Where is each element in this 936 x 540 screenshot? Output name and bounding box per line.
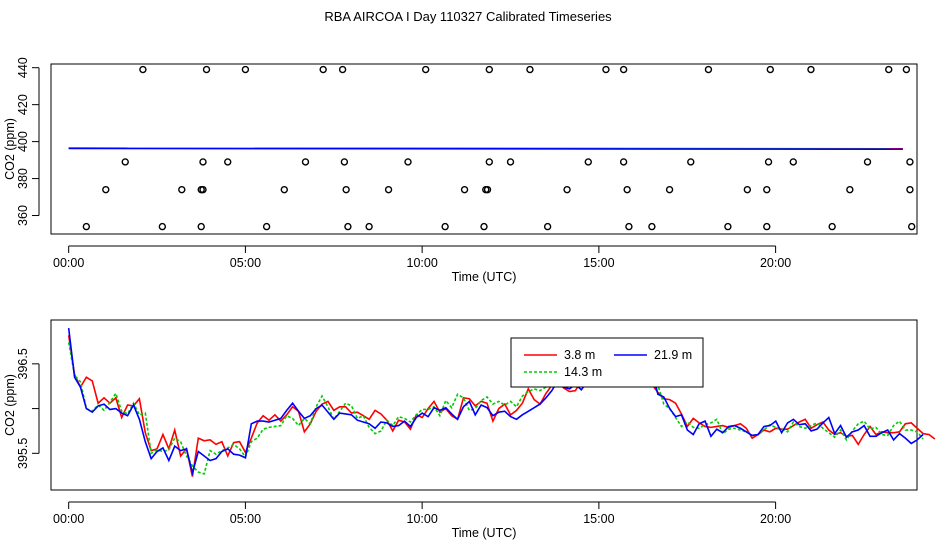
y-tick-label: 396.5 — [16, 348, 30, 379]
scatter-point — [763, 222, 771, 231]
y-axis-label: CO2 (ppm) — [3, 118, 17, 180]
x-tick-label: 05:00 — [230, 512, 261, 526]
legend-label: 21.9 m — [654, 348, 692, 362]
scatter-point — [178, 185, 186, 194]
legend: 3.8 m 14.3 m 21.9 m — [510, 337, 704, 388]
y-tick-label: 420 — [16, 94, 30, 115]
scatter-point — [483, 185, 492, 194]
scatter-point — [480, 222, 488, 231]
scatter-point — [506, 158, 515, 166]
plot-frame — [50, 63, 918, 235]
scatter-point — [764, 158, 773, 166]
series-line-21-9-m — [67, 327, 924, 477]
y-tick-label: 395.5 — [16, 438, 30, 469]
scatter-point — [846, 185, 854, 194]
x-axis-label: Time (UTC) — [452, 526, 517, 540]
x-tick-label: 10:00 — [407, 512, 438, 526]
x-tick-label: 00:00 — [53, 256, 84, 270]
scatter-point — [158, 222, 167, 231]
x-tick-label: 05:00 — [230, 256, 261, 270]
x-tick-label: 10:00 — [407, 256, 438, 270]
x-tick-label: 15:00 — [583, 512, 614, 526]
scatter-point — [763, 185, 771, 194]
scatter-point — [197, 222, 205, 231]
scatter-point — [139, 65, 147, 74]
scatter-point — [766, 65, 775, 74]
scatter-point — [704, 65, 713, 74]
scatter-point — [619, 158, 628, 166]
x-tick-label: 00:00 — [53, 512, 84, 526]
legend-box — [510, 337, 704, 388]
scatter-point — [863, 158, 872, 166]
x-tick-label: 20:00 — [760, 256, 791, 270]
scatter-point — [319, 65, 327, 74]
scatter-point — [623, 185, 631, 194]
y-tick-label: 360 — [16, 205, 30, 226]
y-tick-label: 440 — [16, 57, 30, 78]
scatter-point — [102, 185, 110, 194]
scatter-point — [485, 65, 494, 74]
x-tick-label: 15:00 — [583, 256, 614, 270]
legend-label: 14.3 m — [564, 365, 602, 379]
scatter-point — [543, 222, 552, 231]
scatter-point — [665, 185, 674, 194]
scatter-point — [625, 222, 633, 231]
scatter-point — [602, 65, 610, 74]
scatter-point — [342, 185, 350, 194]
scatter-point — [421, 65, 430, 74]
scatter-point — [828, 222, 836, 231]
scatter-point — [485, 158, 494, 166]
scatter-point — [743, 185, 752, 194]
scatter-point — [807, 65, 815, 74]
chart-title: RBA AIRCOA I Day 110327 Calibrated Times… — [324, 9, 612, 24]
x-axis-label: Time (UTC) — [452, 270, 517, 284]
scatter-point — [199, 185, 207, 194]
scatter-point — [241, 65, 250, 74]
scatter-point — [82, 222, 91, 231]
scatter-point — [199, 158, 207, 166]
co2-line-panel: 00:00 05:00 10:00 15:00 20:00 Time (UTC) 395.5… — [3, 319, 936, 540]
scatter-point — [619, 65, 628, 74]
co2-scatter-panel: 00:00 05:00 10:00 15:00 20:00 Time (UTC) 360 38… — [3, 57, 918, 284]
scatter-point — [885, 65, 893, 74]
scatter-point — [526, 65, 534, 74]
scatter-point — [789, 158, 797, 166]
series-line — [68, 147, 903, 150]
scatter-point — [404, 158, 412, 166]
scatter-point — [907, 222, 916, 231]
scatter-point — [724, 222, 732, 231]
x-tick-label: 20:00 — [760, 512, 791, 526]
scatter-point — [906, 158, 914, 166]
y-tick-label: 380 — [16, 168, 30, 189]
legend-label: 3.8 m — [564, 348, 595, 362]
scatter-point — [584, 158, 592, 166]
scatter-point — [563, 185, 571, 194]
scatter-point — [121, 158, 129, 166]
scatter-point — [224, 158, 232, 166]
series-line-14-3-m — [67, 342, 924, 475]
scatter-point — [441, 222, 449, 231]
scatter-point — [344, 222, 352, 231]
scatter-point — [384, 185, 393, 194]
scatter-point — [280, 185, 288, 194]
scatter-point — [906, 185, 914, 194]
scatter-point — [365, 222, 373, 231]
scatter-point — [262, 222, 271, 231]
scatter-point — [340, 158, 349, 166]
scatter-point — [301, 158, 310, 166]
y-axis-label: CO2 (ppm) — [3, 374, 17, 436]
scatter-point — [460, 185, 469, 194]
scatter-point — [902, 65, 911, 74]
series-line-3-8-m — [67, 335, 936, 477]
scatter-point — [687, 158, 695, 166]
scatter-point — [338, 65, 347, 74]
scatter-point — [648, 222, 656, 231]
y-tick-label: 400 — [16, 131, 30, 152]
plot-frame — [50, 319, 918, 491]
scatter-point — [202, 65, 211, 74]
